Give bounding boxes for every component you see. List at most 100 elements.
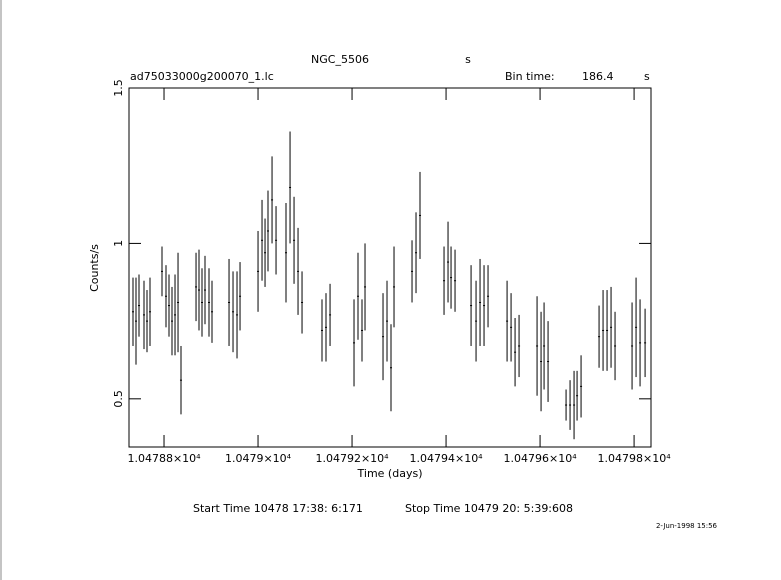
x-tick-label: 1.04788×10⁴ [127,452,201,465]
data-point [506,320,509,322]
data-point [543,345,546,347]
bin-time-unit: s [644,70,650,83]
x-axis-label: Time (days) [357,467,423,480]
data-point [204,289,207,291]
data-point [576,395,579,397]
plot-frame [128,87,652,448]
data-point [540,361,543,363]
data-point [160,270,163,272]
x-tick-label: 1.04792×10⁴ [315,452,389,465]
data-point [239,295,242,297]
data-point [419,214,422,216]
data-point [361,329,364,331]
x-tick-label: 1.04798×10⁴ [598,452,672,465]
data-point [483,305,486,307]
data-point [211,311,214,313]
data-point [177,301,180,303]
data-point [631,345,634,347]
data-point [142,314,145,316]
data-point [135,320,138,322]
data-point [386,320,389,322]
data-point [149,311,152,313]
data-point [510,326,513,328]
data-point [447,261,450,263]
bin-time: 186.4 [582,70,614,83]
data-point [353,342,356,344]
data-point [325,326,328,328]
data-point [514,351,517,353]
data-point [393,286,396,288]
y-tick-label: 1 [112,240,125,247]
data-point [569,404,572,406]
data-point [201,301,204,303]
data-point [357,295,360,297]
bin-time-label: Bin time: [505,70,555,83]
data-point [443,280,446,282]
data-point [536,345,539,347]
stop-time: Stop Time 10479 20: 5:39:608 [405,502,573,515]
data-point [518,345,521,347]
y-axis-label: Counts/s [88,244,101,292]
data-point [289,186,292,188]
data-point [635,326,638,328]
data-point [271,199,274,201]
data-point [171,320,174,322]
start-time: Start Time 10478 17:38: 6:171 [193,502,363,515]
data-point [168,305,171,307]
data-point [164,295,167,297]
data-point [580,385,583,387]
data-point [415,252,418,254]
data-point [329,314,332,316]
data-point [382,336,385,338]
data-point [454,280,457,282]
data-point [644,342,647,344]
data-point [131,311,134,313]
data-point [275,239,278,241]
data-point [364,286,367,288]
data-point [228,301,231,303]
data-point [266,230,269,232]
file-label: ad75033000g200070_1.lc [130,70,274,83]
data-point [598,336,601,338]
x-tick-label: 1.04796×10⁴ [504,452,578,465]
data-point [236,314,239,316]
data-point [602,329,605,331]
data-point [208,301,211,303]
data-point [257,270,260,272]
data-point [547,361,550,363]
chart-title: NGC_5506 [311,53,369,66]
timestamp: 2-Jun-1998 15:56 [656,522,718,530]
data-point [479,301,482,303]
data-point [297,270,300,272]
data-point [146,320,149,322]
data-point [301,301,304,303]
x-tick-label: 1.04794×10⁴ [409,452,483,465]
x-tick-label: 1.0479×10⁴ [225,452,292,465]
y-tick-label: 0.5 [112,390,125,408]
data-point [138,305,141,307]
data-point [475,320,478,322]
data-point [450,277,453,279]
data-point [195,286,198,288]
data-point [321,329,324,331]
data-point [606,329,609,331]
data-point [197,289,200,291]
data-point [390,367,393,369]
title-unit: s [465,53,471,66]
data-point [174,314,177,316]
data-point [293,239,296,241]
data-point [487,295,490,297]
data-point [614,345,617,347]
data-point [261,239,264,241]
data-point [639,342,642,344]
y-tick-label: 1.5 [112,79,125,97]
data-point [470,305,473,307]
data-point [232,311,235,313]
data-point [264,252,267,254]
data-point [284,252,287,254]
data-point [565,404,568,406]
data-point [179,379,182,381]
data-point [610,326,613,328]
data-point [573,404,576,406]
